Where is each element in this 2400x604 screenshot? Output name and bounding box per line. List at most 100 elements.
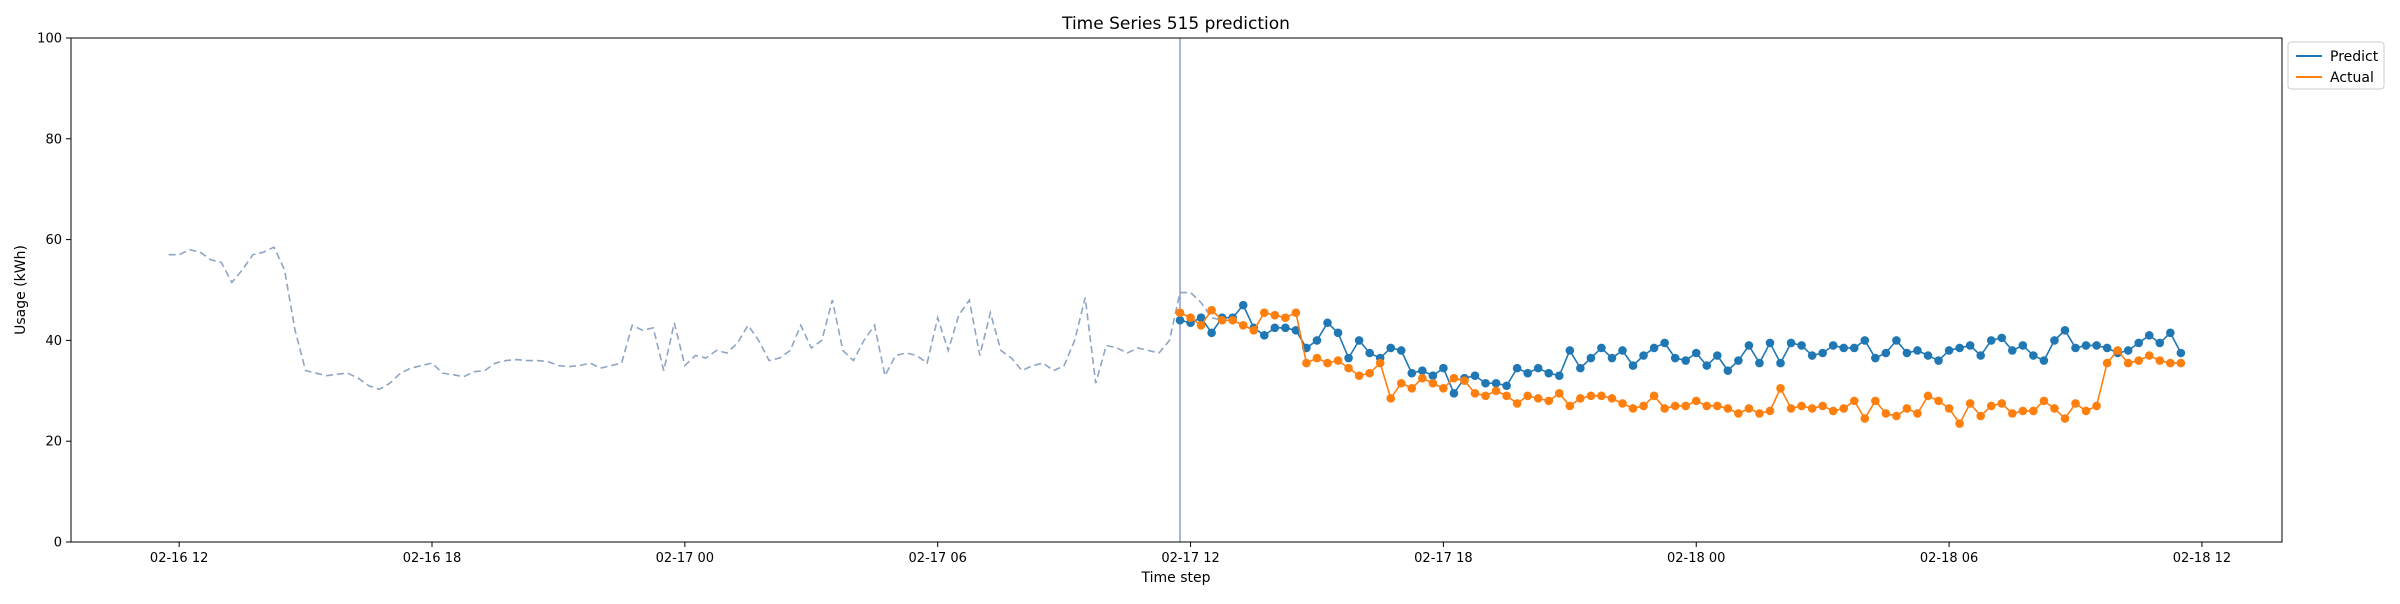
actual-point xyxy=(1934,396,1943,406)
predict-point xyxy=(1576,363,1585,373)
actual-point xyxy=(1797,401,1806,411)
predict-point xyxy=(1797,341,1806,350)
predict-point xyxy=(2123,346,2133,355)
actual-point xyxy=(1923,391,1933,401)
actual-point xyxy=(1418,373,1427,383)
actual-point xyxy=(2166,358,2175,368)
predict-point xyxy=(1976,351,1985,360)
predict-point xyxy=(2092,341,2101,350)
actual-point xyxy=(1312,353,1322,363)
predict-point xyxy=(1607,353,1617,363)
actual-point xyxy=(1913,409,1922,418)
actual-point xyxy=(1554,389,1564,398)
predict-point xyxy=(1439,363,1448,373)
actual-point xyxy=(2092,401,2101,411)
predict-point xyxy=(1544,368,1554,378)
predict-point xyxy=(1597,343,1606,353)
predict-point xyxy=(1512,363,1522,373)
actual-point xyxy=(1597,391,1606,401)
predict-point xyxy=(1818,348,1827,358)
predict-point xyxy=(1955,343,1964,353)
predict-point xyxy=(1312,336,1322,345)
actual-point xyxy=(1186,313,1195,323)
predict-point xyxy=(1755,358,1764,368)
x-tick-label: 02-17 00 xyxy=(656,551,714,566)
actual-point xyxy=(1744,404,1754,413)
x-tick-label: 02-17 06 xyxy=(908,551,966,566)
actual-point xyxy=(1871,396,1880,406)
y-tick-label: 0 xyxy=(54,536,62,551)
actual-point xyxy=(1902,404,1912,413)
predict-point xyxy=(1354,336,1364,345)
predict-point xyxy=(1828,341,1838,350)
actual-point xyxy=(1354,371,1364,380)
x-axis-label: Time step xyxy=(1141,570,1211,586)
x-tick-label: 02-18 12 xyxy=(2173,551,2231,566)
y-tick-label: 40 xyxy=(45,334,62,349)
predict-point xyxy=(1386,343,1396,353)
actual-point xyxy=(1386,394,1396,403)
actual-point xyxy=(2102,358,2112,368)
actual-point xyxy=(2134,356,2144,365)
prediction-series xyxy=(1175,300,2186,428)
predict-point xyxy=(1270,323,1280,333)
actual-point xyxy=(1365,368,1374,378)
predict-point xyxy=(2176,348,2186,358)
predict-point xyxy=(2134,338,2144,348)
actual-point xyxy=(1428,378,1438,388)
actual-point xyxy=(1565,401,1575,411)
predict-point xyxy=(1418,366,1427,375)
predict-point xyxy=(1923,351,1933,360)
predict-point xyxy=(1565,346,1575,355)
actual-point xyxy=(1523,391,1532,401)
actual-point xyxy=(1755,409,1764,418)
actual-point xyxy=(1944,404,1954,413)
actual-point xyxy=(2008,409,2017,418)
x-tick-label: 02-16 12 xyxy=(150,551,208,566)
predict-point xyxy=(1259,331,1269,340)
actual-point xyxy=(1807,404,1817,413)
axis-ticks: 0 20 40 60 80 100 02-16 12 02-16 18 02-17 00 02-1… xyxy=(37,32,2231,567)
actual-point xyxy=(1333,356,1343,365)
predict-point xyxy=(1723,366,1733,375)
predict-point xyxy=(1713,351,1722,360)
actual-point xyxy=(1249,326,1259,335)
x-tick-label: 02-16 18 xyxy=(403,551,461,566)
actual-point xyxy=(1439,383,1448,393)
actual-point xyxy=(2018,406,2028,416)
predict-point xyxy=(1628,361,1638,370)
actual-point xyxy=(1576,394,1585,403)
predict-point xyxy=(2071,343,2080,353)
actual-point xyxy=(1681,401,1690,411)
legend-label-predict: Predict xyxy=(2330,49,2379,65)
predict-point xyxy=(1618,346,1627,355)
legend: Predict Actual xyxy=(2287,41,2385,90)
predict-point xyxy=(1407,368,1417,378)
predict-point xyxy=(1934,356,1943,365)
actual-point xyxy=(1291,308,1301,317)
y-axis-label: Usage (kWh) xyxy=(13,245,29,335)
chart-title: Time Series 515 prediction xyxy=(1061,14,1290,34)
predict-point xyxy=(1776,358,1785,368)
predict-point xyxy=(1207,328,1216,338)
actual-point xyxy=(1207,305,1216,315)
actual-point xyxy=(1344,363,1353,373)
predict-point xyxy=(1470,371,1480,380)
predict-point xyxy=(1670,353,1680,363)
predict-point xyxy=(1639,351,1648,360)
actual-point xyxy=(1997,399,2007,408)
actual-point xyxy=(1281,313,1290,323)
actual-point xyxy=(1628,404,1638,413)
predict-point xyxy=(1860,336,1870,345)
actual-point xyxy=(1375,358,1385,368)
actual-point xyxy=(1396,378,1406,388)
predict-point xyxy=(1765,338,1775,348)
predict-point xyxy=(1586,353,1596,363)
predict-point xyxy=(1554,371,1564,380)
actual-point xyxy=(1217,315,1227,325)
actual-point xyxy=(2039,396,2049,406)
x-tick-label: 02-17 18 xyxy=(1414,551,1472,566)
actual-point xyxy=(1881,409,1891,418)
